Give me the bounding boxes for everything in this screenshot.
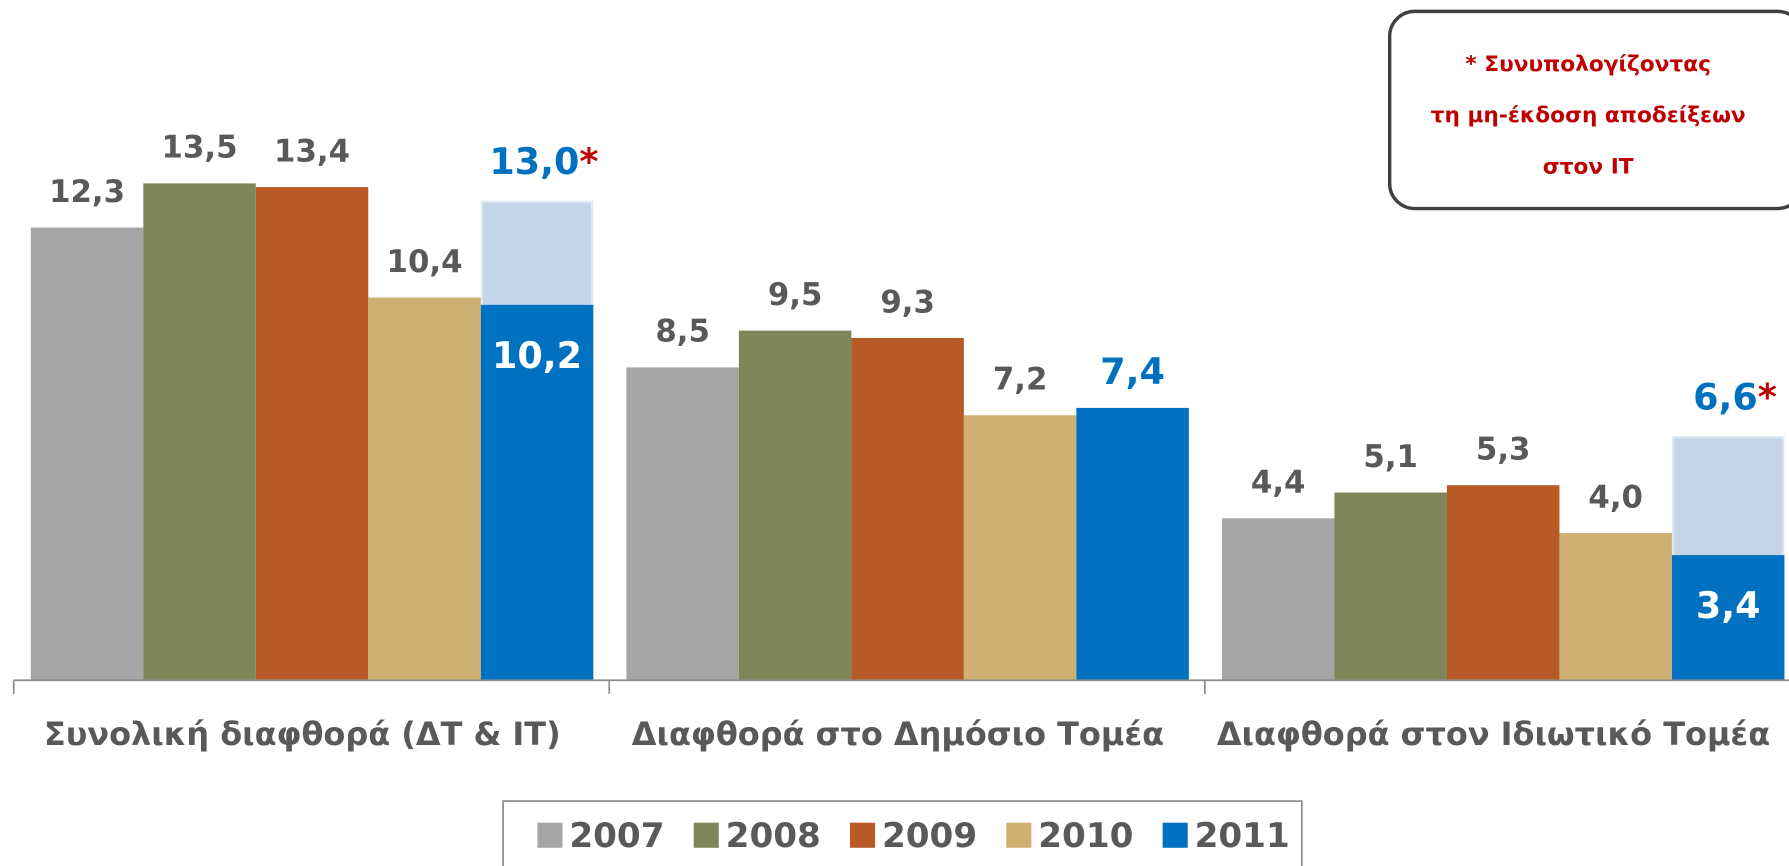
x-tick-label: Διαφθορά στον Ιδιωτικό Τομέα — [1217, 715, 1770, 753]
legend-label: 2009 — [882, 816, 977, 856]
note-text: στον IT — [1543, 155, 1634, 180]
bar — [1671, 555, 1785, 681]
total-value: 6,6 — [1693, 375, 1758, 418]
asterisk: * — [579, 140, 598, 183]
legend-swatch — [1006, 822, 1032, 848]
value-label: 4,4 — [1251, 465, 1306, 501]
bar — [1559, 533, 1672, 681]
bar — [143, 183, 256, 681]
value-label: 7,4 — [1100, 350, 1165, 393]
bar — [368, 297, 481, 681]
value-label: 5,1 — [1363, 439, 1418, 475]
legend-label: 2011 — [1195, 816, 1290, 856]
value-label: 9,3 — [880, 284, 935, 320]
bar — [1446, 485, 1560, 681]
value-label: 7,2 — [993, 362, 1048, 398]
legend-swatch — [693, 822, 719, 848]
legend-swatch — [537, 822, 563, 848]
total-label: 13,0* — [489, 140, 598, 183]
value-label: 9,5 — [768, 277, 823, 313]
asterisk: * — [1758, 375, 1777, 418]
total-label: 6,6* — [1693, 375, 1777, 418]
bar — [626, 367, 739, 681]
value-label: 8,5 — [655, 314, 710, 350]
legend-label: 2008 — [726, 816, 821, 856]
legend-swatch — [1162, 822, 1188, 848]
legend-label: 2007 — [569, 816, 664, 856]
bar — [480, 304, 594, 681]
note-box — [1387, 9, 1789, 211]
bar — [30, 227, 144, 681]
note-text: τη μη-έκδοση αποδείξεων — [1431, 103, 1746, 128]
value-label: 4,0 — [1588, 479, 1643, 515]
x-tick-label: Διαφθορά στο Δημόσιο Τομέα — [632, 715, 1164, 753]
bar — [851, 337, 964, 681]
x-tick-label: Συνολική διαφθορά (ΔΤ & ΙΤ) — [44, 715, 561, 753]
bar — [1076, 407, 1189, 681]
bar — [1334, 492, 1447, 681]
bar — [1221, 518, 1335, 681]
value-label: 3,4 — [1696, 584, 1761, 627]
bar — [255, 187, 369, 681]
note-text: * Συνυπολογίζοντας — [1465, 52, 1711, 77]
bar — [738, 330, 852, 681]
total-value: 13,0 — [489, 140, 579, 183]
legend-swatch — [850, 822, 876, 848]
value-label: 5,3 — [1476, 432, 1531, 468]
bar — [963, 415, 1077, 681]
value-label: 13,4 — [274, 133, 350, 169]
value-label: 12,3 — [49, 174, 125, 210]
value-label: 10,4 — [387, 244, 463, 280]
value-label: 10,2 — [492, 334, 582, 377]
value-label: 13,5 — [162, 130, 238, 166]
legend-label: 2010 — [1038, 816, 1133, 856]
